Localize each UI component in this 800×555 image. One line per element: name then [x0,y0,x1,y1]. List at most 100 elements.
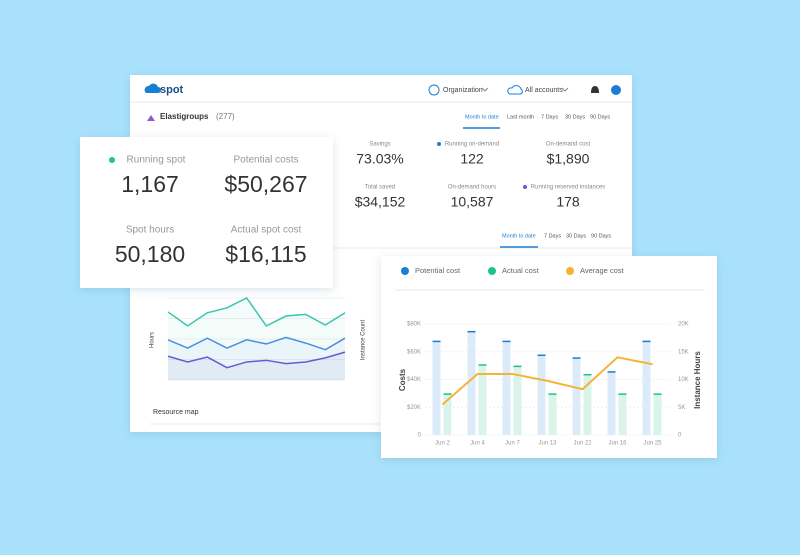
bar-cap [502,340,511,343]
bar [537,354,546,435]
stat-value: 178 [556,194,580,210]
bar-cap [642,340,651,343]
y-tick-label: $60K [407,349,421,355]
axis-title: Hours [150,332,156,348]
group-title: Elastigroups [160,112,209,121]
cloud-icon [507,85,523,95]
axis-title: Costs [398,368,407,391]
line [167,297,346,327]
y-tick-label: $40K [407,377,421,383]
x-tick-label: Jun 13 [538,441,557,447]
tab[interactable]: Month to date [502,233,536,239]
summary-value: 50,180 [115,241,185,267]
tab[interactable]: Last month [507,114,534,120]
summary-card [80,137,333,288]
bar [572,357,581,435]
bar-cap [537,354,546,357]
stat-label: Savings [369,142,390,148]
org-icon [428,84,440,96]
stat-label: Running on-demand [445,142,499,148]
bar-cap [443,393,452,395]
bar-cap [432,340,441,343]
y2-tick-label: 5K [678,405,685,411]
bar-cap [548,393,557,395]
organization[interactable]: Organization [443,87,483,94]
resource-map: Resource map [153,409,199,416]
summary-label: Running spot [127,155,186,166]
summary-label: Spot hours [126,225,174,236]
bar [642,340,651,435]
legend-dot [566,267,574,275]
tab[interactable]: 7 Days [541,114,558,120]
tab[interactable]: 90 Days [590,114,610,120]
summary-value: $16,115 [225,241,306,267]
group-icon [147,115,155,121]
bar [583,373,592,435]
bar-cap [513,365,522,368]
legend-dot [401,267,409,275]
stat-label: Total saved [365,185,395,191]
bar [443,393,452,435]
group-count: (277) [216,112,235,121]
axis-title: Instance Count [361,319,367,360]
logo-icon [144,83,161,93]
y2-tick-label: 20K [678,322,689,328]
caret [481,87,489,92]
y2-tick-label: 0 [678,433,682,439]
line [167,351,346,369]
stat-label: On-demand hours [448,185,496,191]
x-tick-label: Jun 7 [505,441,520,447]
summary-value: 1,167 [121,171,179,197]
tab[interactable]: 90 Days [591,233,611,239]
bar [607,371,616,435]
summary-label: Potential costs [233,155,298,166]
bar-cap [478,364,487,366]
axis-title: Instance Hours [693,351,702,409]
dot [109,157,115,163]
y2-tick-label: 10K [678,377,689,383]
stat-value: $1,890 [547,151,590,167]
bell-icon[interactable] [591,86,599,93]
tab[interactable]: 7 Days [544,233,561,239]
bar [502,340,511,435]
logo: spot [160,84,184,96]
line [167,336,346,351]
bar-cap [607,371,616,373]
bar [618,393,627,435]
legend-label: Average cost [580,266,625,275]
accounts[interactable]: All accounts [525,87,563,94]
y-tick-label: 0 [418,433,422,439]
x-tick-label: Jun 4 [470,441,485,447]
tab[interactable]: Month to date [465,114,499,120]
x-tick-label: Jun 22 [573,441,592,447]
area [168,352,345,380]
bar [653,393,662,435]
stat-value: 10,587 [451,194,494,210]
y2-tick-label: 15K [678,349,689,355]
bar-cap [572,357,581,359]
dot [437,142,441,146]
y-tick-label: $80K [407,322,421,328]
dot [523,185,527,189]
tab[interactable]: 30 Days [566,233,586,239]
x-tick-label: Jun 25 [643,441,662,447]
bar-cap [618,393,627,395]
summary-label: Actual spot cost [231,225,302,236]
stat-value: 122 [460,151,484,167]
x-tick-label: Jun 2 [435,441,450,447]
user-icon[interactable] [611,85,621,95]
bar-cap [653,393,662,395]
x-tick-label: Jun 16 [608,441,627,447]
stat-label: On-demand cost [546,142,591,148]
y-tick-label: $20K [407,405,421,411]
legend-dot [488,267,496,275]
bar-cap [467,330,476,333]
area [168,337,345,380]
tab[interactable]: 30 Days [565,114,585,120]
caret [561,87,569,92]
stat-value: 73.03% [356,151,403,167]
summary-value: $50,267 [224,171,307,197]
stat-label: Running reserved instances [531,185,605,191]
